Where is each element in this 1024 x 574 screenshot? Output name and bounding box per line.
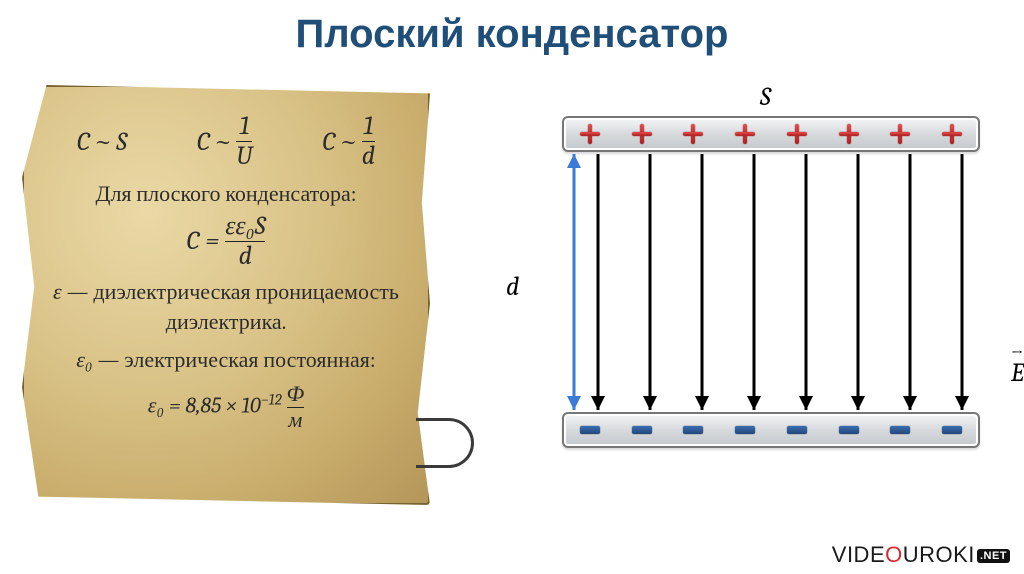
equals-sign: =: [205, 226, 219, 256]
watermark: VIDEOUROKI.NET: [832, 542, 1010, 568]
eps0-exp: −12: [261, 391, 282, 409]
prop-fraction: 1U: [236, 113, 252, 171]
bottom-plate: [562, 412, 980, 448]
minus-icon: [735, 426, 755, 434]
field-arrow: [591, 154, 605, 410]
wm-part1: VIDE: [832, 542, 885, 567]
proportions-row: C~SC~1UC~1d: [42, 113, 410, 171]
prop-rel: ~: [94, 127, 113, 157]
prop-lhs: C: [197, 127, 210, 157]
capacitor-diagram: S d E: [540, 96, 990, 476]
eps0-mantissa: 8,85: [185, 393, 221, 419]
eps0-unit-den: м: [288, 409, 302, 432]
prop-lhs: C: [322, 127, 335, 157]
eps0-unit-num: Ф: [287, 383, 305, 406]
wm-badge: .NET: [977, 549, 1010, 563]
eps0-lhs: ε₀: [148, 393, 164, 419]
scroll-heading: Для плоского конденсатора:: [42, 181, 410, 207]
label-e-letter: E: [1011, 358, 1024, 388]
minus-icon: [683, 426, 703, 434]
proportion-item: C~1U: [197, 113, 253, 171]
prop-den: U: [236, 143, 252, 170]
prop-rel: ~: [339, 127, 358, 157]
prop-fraction: 1d: [362, 113, 375, 171]
formula-lhs: C: [187, 226, 200, 256]
eps0-text: электрическая постоянная:: [124, 347, 375, 373]
label-d: d: [506, 272, 519, 302]
epsilon-definition: ε — диэлектрическая проницаемость диэлек…: [42, 278, 410, 337]
plus-icon: [942, 124, 962, 144]
minus-icon: [839, 426, 859, 434]
field-arrow: [903, 154, 917, 410]
minus-icon: [632, 426, 652, 434]
eps-symbol: ε —: [53, 279, 89, 305]
field-arrow: [747, 154, 761, 410]
wm-part2: UROKI: [903, 542, 975, 567]
formula-num: εε₀S: [225, 213, 265, 240]
prop-rhs: S: [116, 127, 127, 157]
distance-arrow: [567, 154, 581, 410]
formula-scroll-panel: C~SC~1UC~1d Для плоского конденсатора: C…: [22, 85, 430, 505]
formula-fraction: εε₀S d: [225, 213, 265, 271]
minus-icon: [787, 426, 807, 434]
field-lines-svg: [562, 152, 980, 412]
field-arrow: [695, 154, 709, 410]
plus-icon: [632, 124, 652, 144]
minus-icon: [890, 426, 910, 434]
eps0-unit: Фм: [287, 383, 305, 432]
plus-icon: [735, 124, 755, 144]
prop-den: d: [362, 143, 375, 170]
plus-icon: [683, 124, 703, 144]
epsilon0-definition: ε₀ — электрическая постоянная:: [42, 346, 410, 376]
proportion-item: C~S: [77, 127, 127, 157]
plus-icon: [787, 124, 807, 144]
label-e-vector: E: [1011, 358, 1024, 388]
field-arrow: [851, 154, 865, 410]
field-arrow: [955, 154, 969, 410]
minus-icon: [942, 426, 962, 434]
label-s: S: [760, 82, 771, 112]
plus-icon: [890, 124, 910, 144]
slide-title: Плоский конденсатор: [0, 12, 1024, 57]
wm-o: O: [885, 542, 903, 567]
formula-den: d: [239, 243, 252, 270]
prop-lhs: C: [77, 127, 90, 157]
proportion-item: C~1d: [322, 113, 375, 171]
top-plate: [562, 116, 980, 152]
epsilon0-value: ε₀ = 8,85 × 10−12 Фм: [42, 383, 410, 432]
prop-num: 1: [363, 113, 373, 140]
scroll-string-loop: [416, 418, 474, 468]
minus-icon: [580, 426, 600, 434]
prop-num: 1: [239, 113, 249, 140]
eps0-symbol: ε₀ —: [76, 347, 119, 373]
prop-rel: ~: [214, 127, 233, 157]
eps-text: диэлектрическая проницаемость диэлектрик…: [93, 279, 399, 335]
capacitance-formula: C = εε₀S d: [42, 213, 410, 271]
field-arrow: [643, 154, 657, 410]
plus-icon: [839, 124, 859, 144]
field-arrow: [799, 154, 813, 410]
plus-icon: [580, 124, 600, 144]
